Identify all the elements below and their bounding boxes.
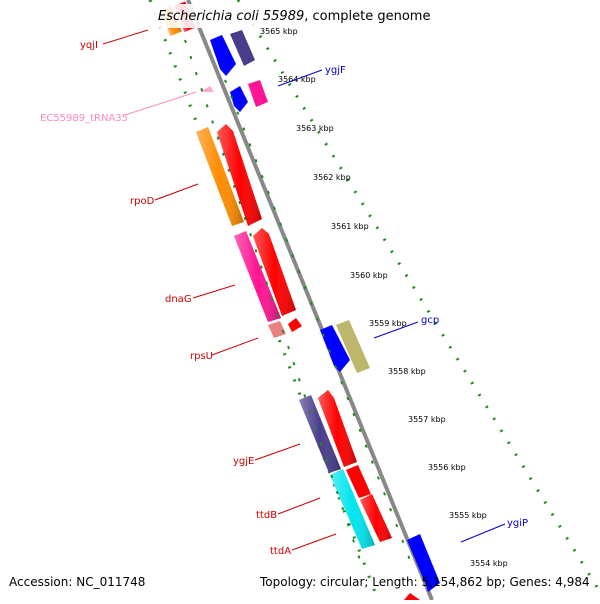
tick-label-3561: 3561 kbp [331,222,369,231]
label-ygjE: ygjE [233,456,254,467]
gene-ygjE-red[interactable] [318,390,357,467]
gene-rpoD-red[interactable] [217,124,262,226]
genome-backbone [186,0,434,601]
tick-label-3565: 3565 kbp [260,27,298,36]
tick-label-3554: 3554 kbp [470,559,508,568]
map-title: Escherichia coli 55989, complete genome [158,9,430,24]
gene-labels: yqjI EC55989_tRNA35 rpoD dnaG rpsU ygjE … [40,40,528,557]
accession-text: Accession: NC_011748 [9,575,146,589]
label-rpoD: rpoD [130,196,155,207]
tick-label-3557: 3557 kbp [408,415,446,424]
gene-navy-1[interactable] [230,30,255,66]
label-ttdA: ttdA [270,546,291,557]
gene-ygjF-blue[interactable] [230,86,248,112]
label-ygiP: ygiP [507,518,528,529]
gene-ygiP-blue[interactable] [407,534,440,592]
gene-bottom-red[interactable] [404,593,420,600]
gene-dnaG-pink[interactable] [234,231,281,322]
label-gcp: gcp [421,315,439,326]
gene-trna35[interactable] [200,86,214,92]
tick-label-3556: 3556 kbp [428,463,466,472]
label-yqjI: yqjI [80,40,98,51]
gene-ttdB-red[interactable] [346,465,371,498]
organism-name: Escherichia coli 55989 [158,9,305,24]
gene-rpoD-orange[interactable] [196,127,244,226]
tick-label-3560: 3560 kbp [350,271,388,280]
tick-label-3562: 3562 kbp [313,173,351,182]
leader-lines [102,29,506,551]
title-backdrop [150,4,450,28]
label-ygjF: ygjF [325,65,346,76]
gene-ttdA-red[interactable] [360,494,392,542]
genome-summary-text: Topology: circular; Length: 5,154,862 bp… [260,575,590,589]
gene-rpsU-pink[interactable] [268,321,286,338]
outer-guide-right [236,0,600,593]
tick-label-3563: 3563 kbp [296,124,334,133]
title-suffix: , complete genome [304,9,431,24]
label-dnaG: dnaG [165,294,192,305]
gene-ttdB-cyan[interactable] [330,469,375,549]
inner-guide-right [224,79,411,561]
gene-blue-1[interactable] [210,35,236,76]
gene-rpsU-red[interactable] [288,318,302,332]
gene-dnaG-red[interactable] [253,228,296,316]
label-trna35: EC55989_tRNA35 [40,113,128,124]
tick-labels: 3565 kbp 3564 kbp 3563 kbp 3562 kbp 3561… [260,27,508,568]
inner-guide-left [184,39,361,561]
gene-ygjF-pink[interactable] [248,80,268,107]
gene-gcp-khaki[interactable] [336,320,370,373]
label-rpsU: rpsU [190,351,213,362]
gene-ygjE-navy[interactable] [299,395,341,473]
tick-label-3555: 3555 kbp [449,511,487,520]
tick-label-3559: 3559 kbp [369,319,407,328]
gene-gcp-blue[interactable] [320,325,350,372]
label-ttdB: ttdB [256,510,277,521]
tick-label-3558: 3558 kbp [388,367,426,376]
